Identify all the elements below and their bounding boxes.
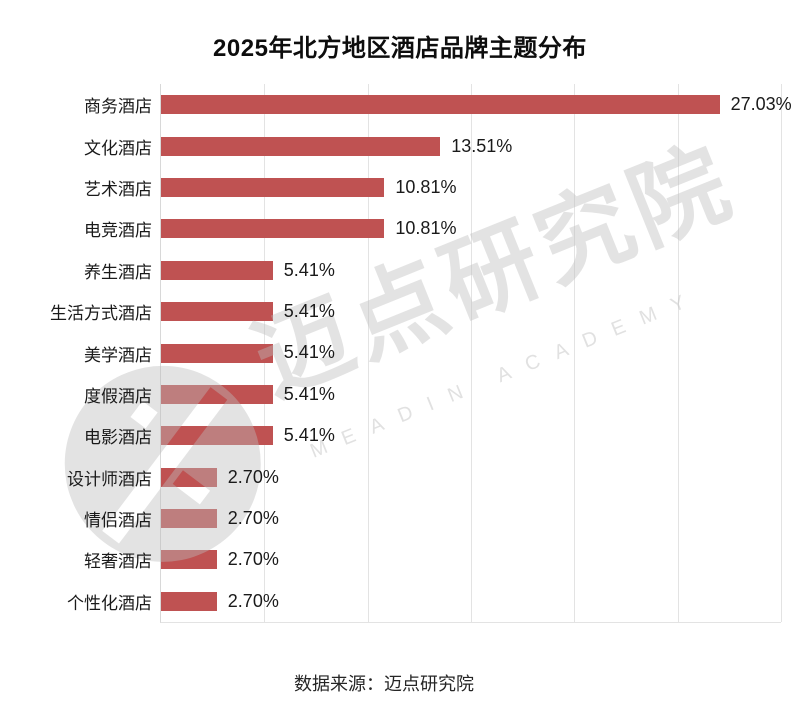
data-source: 数据来源：迈点研究院: [294, 674, 474, 694]
bar-row: [161, 457, 781, 498]
bar: [161, 260, 273, 280]
gridline: [781, 84, 782, 622]
bar-row: [161, 498, 781, 539]
bar: [161, 591, 217, 611]
bar: [161, 343, 273, 363]
category-label: 养生酒店: [84, 262, 152, 282]
category-label: 轻奢酒店: [84, 552, 152, 572]
bar: [161, 550, 217, 570]
category-label: 生活方式酒店: [50, 304, 152, 324]
bar: [161, 95, 720, 115]
bar: [161, 426, 273, 446]
category-label: 电竞酒店: [84, 221, 152, 241]
plot-area: [160, 84, 782, 623]
bar-row: [161, 84, 781, 125]
bar-row: [161, 415, 781, 456]
gridline: [367, 84, 369, 622]
bar-row: [161, 581, 781, 622]
bar: [161, 467, 217, 487]
bar: [161, 302, 273, 322]
bar-row: [161, 125, 781, 166]
bars-group: [161, 84, 781, 622]
category-axis: 商务酒店文化酒店艺术酒店电竞酒店养生酒店生活方式酒店美学酒店度假酒店电影酒店设计…: [0, 84, 152, 622]
category-label: 情侣酒店: [84, 511, 152, 531]
category-label: 艺术酒店: [84, 179, 152, 199]
category-label: 电影酒店: [84, 428, 152, 448]
category-label: 商务酒店: [84, 97, 152, 117]
category-label: 度假酒店: [84, 386, 152, 406]
category-label: 美学酒店: [84, 345, 152, 365]
bar-row: [161, 374, 781, 415]
category-label: 文化酒店: [84, 138, 152, 158]
bar: [161, 219, 385, 239]
bar-row: [161, 539, 781, 580]
bar: [161, 384, 273, 404]
gridline: [677, 84, 679, 622]
gridline: [574, 84, 576, 622]
bar-row: [161, 332, 781, 373]
bar: [161, 509, 217, 529]
gridline: [471, 84, 472, 622]
bar-row: [161, 250, 781, 291]
bar-row: [161, 208, 781, 249]
bar-row: [161, 291, 781, 332]
category-label: 设计师酒店: [67, 469, 152, 489]
category-label: 个性化酒店: [67, 593, 152, 613]
bar: [161, 177, 385, 197]
bar-row: [161, 167, 781, 208]
bar: [161, 136, 441, 156]
chart-title: 2025年北方地区酒店品牌主题分布: [213, 35, 587, 62]
